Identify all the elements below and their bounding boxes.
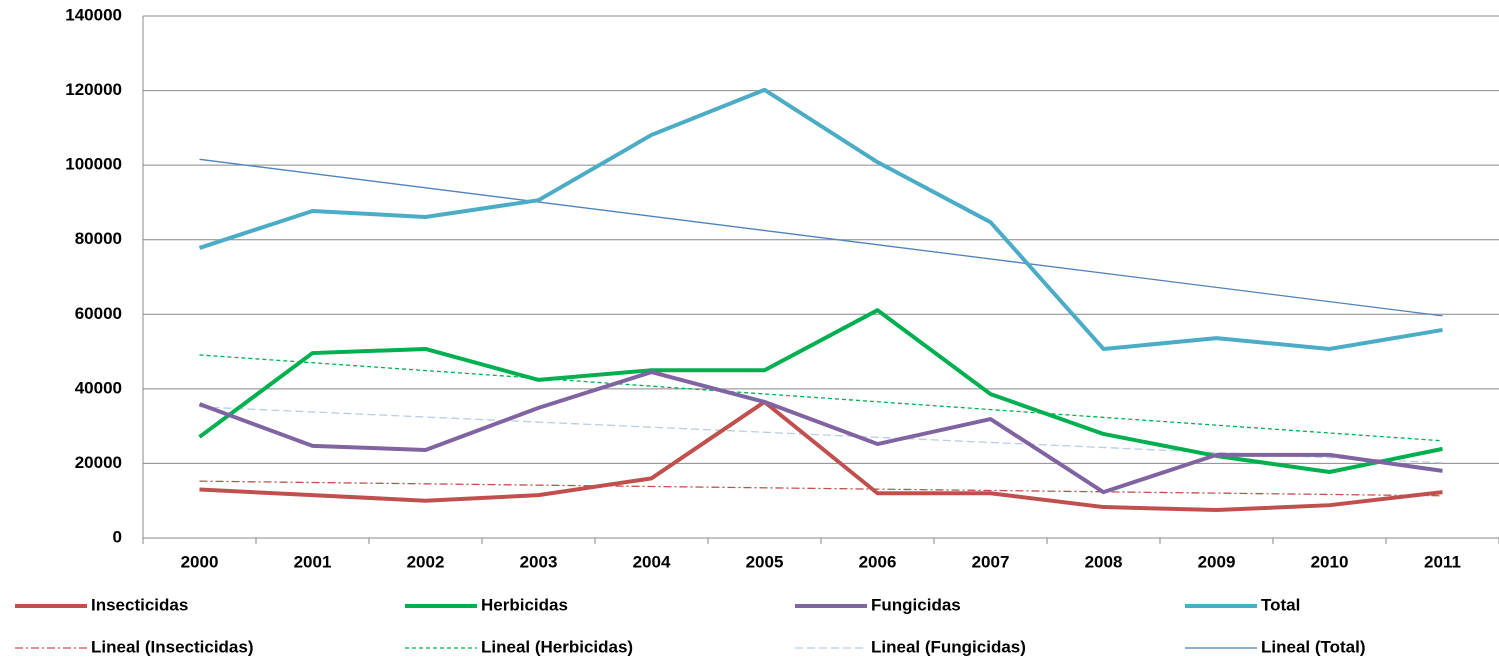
x-tick-label: 2001 <box>294 552 332 571</box>
x-tick-label: 2000 <box>181 552 219 571</box>
x-tick-label: 2004 <box>633 552 671 571</box>
y-tick-label: 80000 <box>75 229 122 248</box>
series-line <box>198 370 1443 495</box>
series-line <box>199 399 1443 513</box>
x-tick-label: 2006 <box>859 552 897 571</box>
x-tick-label: 2009 <box>1198 552 1236 571</box>
series-line <box>198 87 1443 351</box>
x-tick-label: 2007 <box>972 552 1010 571</box>
legend-label: Lineal (Total) <box>1261 637 1366 656</box>
trend-line <box>199 158 1443 317</box>
x-tick-label: 2010 <box>1311 552 1349 571</box>
legend-label: Lineal (Herbicidas) <box>481 637 633 656</box>
x-tick-label: 2002 <box>407 552 445 571</box>
y-tick-label: 40000 <box>75 378 122 397</box>
trend-line <box>199 354 1443 442</box>
legend-label: Fungicidas <box>871 595 961 614</box>
legend-label: Lineal (Insecticidas) <box>91 637 254 656</box>
y-tick-label: 0 <box>113 527 122 546</box>
x-tick-label: 2005 <box>746 552 784 571</box>
legend-label: Total <box>1261 595 1300 614</box>
y-tick-label: 140000 <box>65 5 122 24</box>
x-tick-label: 2003 <box>520 552 558 571</box>
y-tick-label: 20000 <box>75 453 122 472</box>
x-tick-label: 2008 <box>1085 552 1123 571</box>
x-tick-label: 2011 <box>1424 552 1461 571</box>
series-line <box>198 308 1443 475</box>
y-tick-label: 100000 <box>65 155 122 174</box>
y-tick-label: 120000 <box>65 80 122 99</box>
y-tick-label: 60000 <box>75 304 122 323</box>
legend-label: Herbicidas <box>481 595 568 614</box>
legend-label: Lineal (Fungicidas) <box>871 637 1026 656</box>
legend-label: Insecticidas <box>91 595 188 614</box>
trend-line <box>199 480 1443 497</box>
